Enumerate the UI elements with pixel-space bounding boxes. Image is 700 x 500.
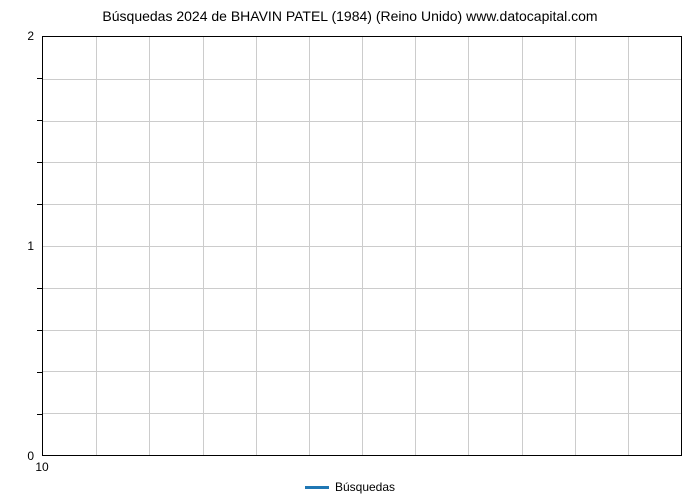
y-minor-tick — [37, 288, 42, 289]
grid-v — [203, 37, 204, 455]
grid-v — [96, 37, 97, 455]
grid-v — [468, 37, 469, 455]
y-tick-label: 0 — [4, 449, 34, 463]
grid-v — [415, 37, 416, 455]
y-minor-tick — [37, 414, 42, 415]
chart-title: Búsquedas 2024 de BHAVIN PATEL (1984) (R… — [0, 8, 700, 24]
chart-container: Búsquedas 2024 de BHAVIN PATEL (1984) (R… — [0, 8, 700, 468]
grid-v — [522, 37, 523, 455]
grid-v — [575, 37, 576, 455]
y-minor-tick — [37, 162, 42, 163]
grid-v — [362, 37, 363, 455]
plot-wrap: 2 1 0 10 — [42, 36, 682, 456]
legend: Búsquedas — [0, 479, 700, 494]
y-minor-tick — [37, 372, 42, 373]
y-minor-tick — [37, 78, 42, 79]
y-tick-label: 1 — [4, 239, 34, 253]
grid-v — [309, 37, 310, 455]
grid-v — [149, 37, 150, 455]
legend-swatch-icon — [305, 486, 329, 489]
legend-label: Búsquedas — [335, 480, 395, 494]
y-minor-tick — [37, 120, 42, 121]
y-minor-tick — [37, 204, 42, 205]
y-tick-label: 2 — [4, 29, 34, 43]
x-tick-label: 10 — [35, 460, 48, 474]
plot-area — [42, 36, 682, 456]
grid-v — [256, 37, 257, 455]
grid-v — [628, 37, 629, 455]
y-minor-tick — [37, 330, 42, 331]
